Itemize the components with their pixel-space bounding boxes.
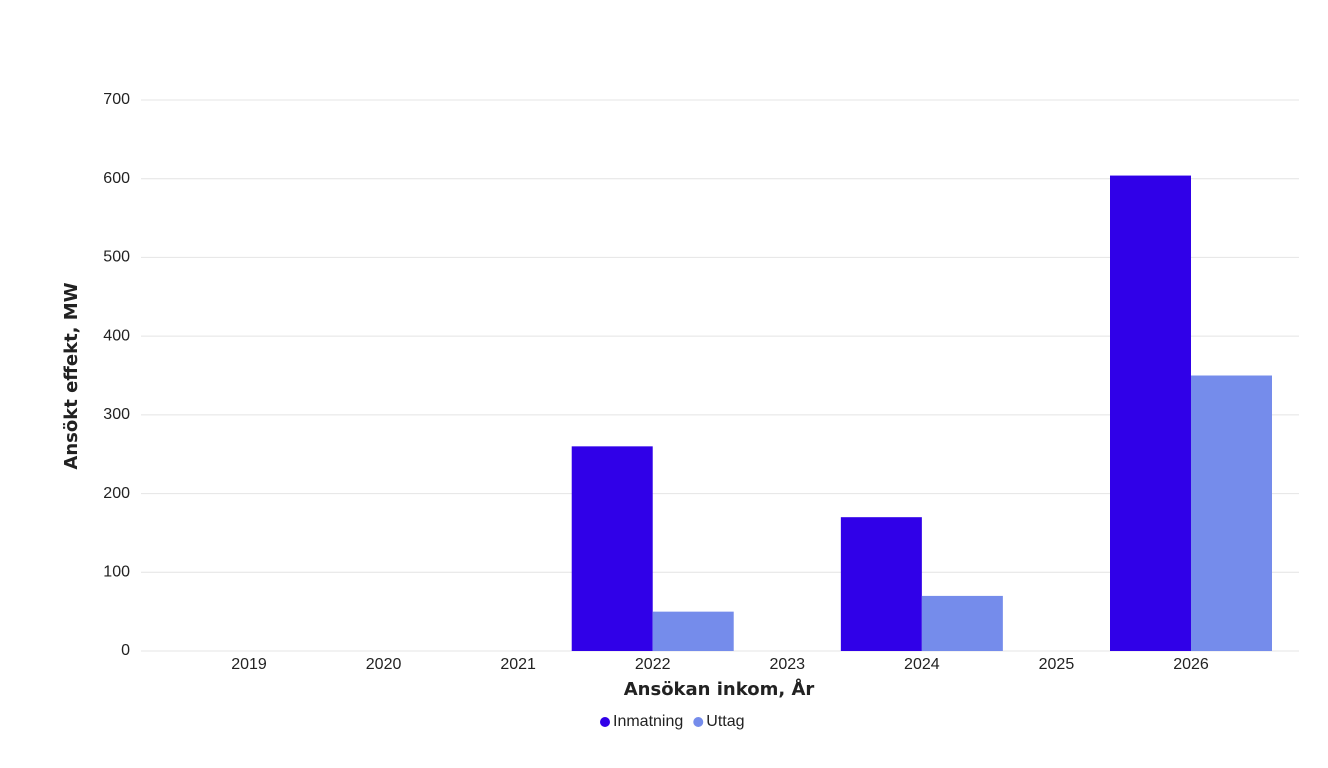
bar xyxy=(1191,375,1272,651)
x-tick-label: 2025 xyxy=(1039,656,1075,673)
bar xyxy=(840,517,922,651)
x-tick-label: 2023 xyxy=(769,656,805,673)
bar xyxy=(1110,175,1191,651)
x-tick-label: 2020 xyxy=(366,656,402,673)
bar xyxy=(652,611,734,651)
legend-label: Inmatning xyxy=(613,713,683,730)
y-tick-label: 400 xyxy=(103,327,130,344)
legend-label: Uttag xyxy=(706,713,744,730)
y-tick-label: 200 xyxy=(103,485,130,502)
y-tick-label: 700 xyxy=(103,91,130,108)
bar xyxy=(921,595,1003,651)
x-axis-title: Ansökan inkom, År xyxy=(624,677,815,700)
y-tick-label: 600 xyxy=(103,170,130,187)
y-tick-label: 100 xyxy=(103,564,130,581)
x-tick-label: 2019 xyxy=(231,656,267,673)
x-tick-label: 2022 xyxy=(635,656,671,673)
y-axis-title: Ansökt effekt, MW xyxy=(61,282,82,469)
y-tick-label: 0 xyxy=(121,642,130,659)
legend-marker xyxy=(600,717,610,727)
y-tick-label: 300 xyxy=(103,406,130,423)
x-tick-label: 2024 xyxy=(904,656,940,673)
y-tick-label: 500 xyxy=(103,249,130,266)
bar xyxy=(571,446,653,651)
x-tick-label: 2026 xyxy=(1173,656,1209,673)
legend-marker xyxy=(693,717,704,727)
x-tick-label: 2021 xyxy=(500,656,536,673)
